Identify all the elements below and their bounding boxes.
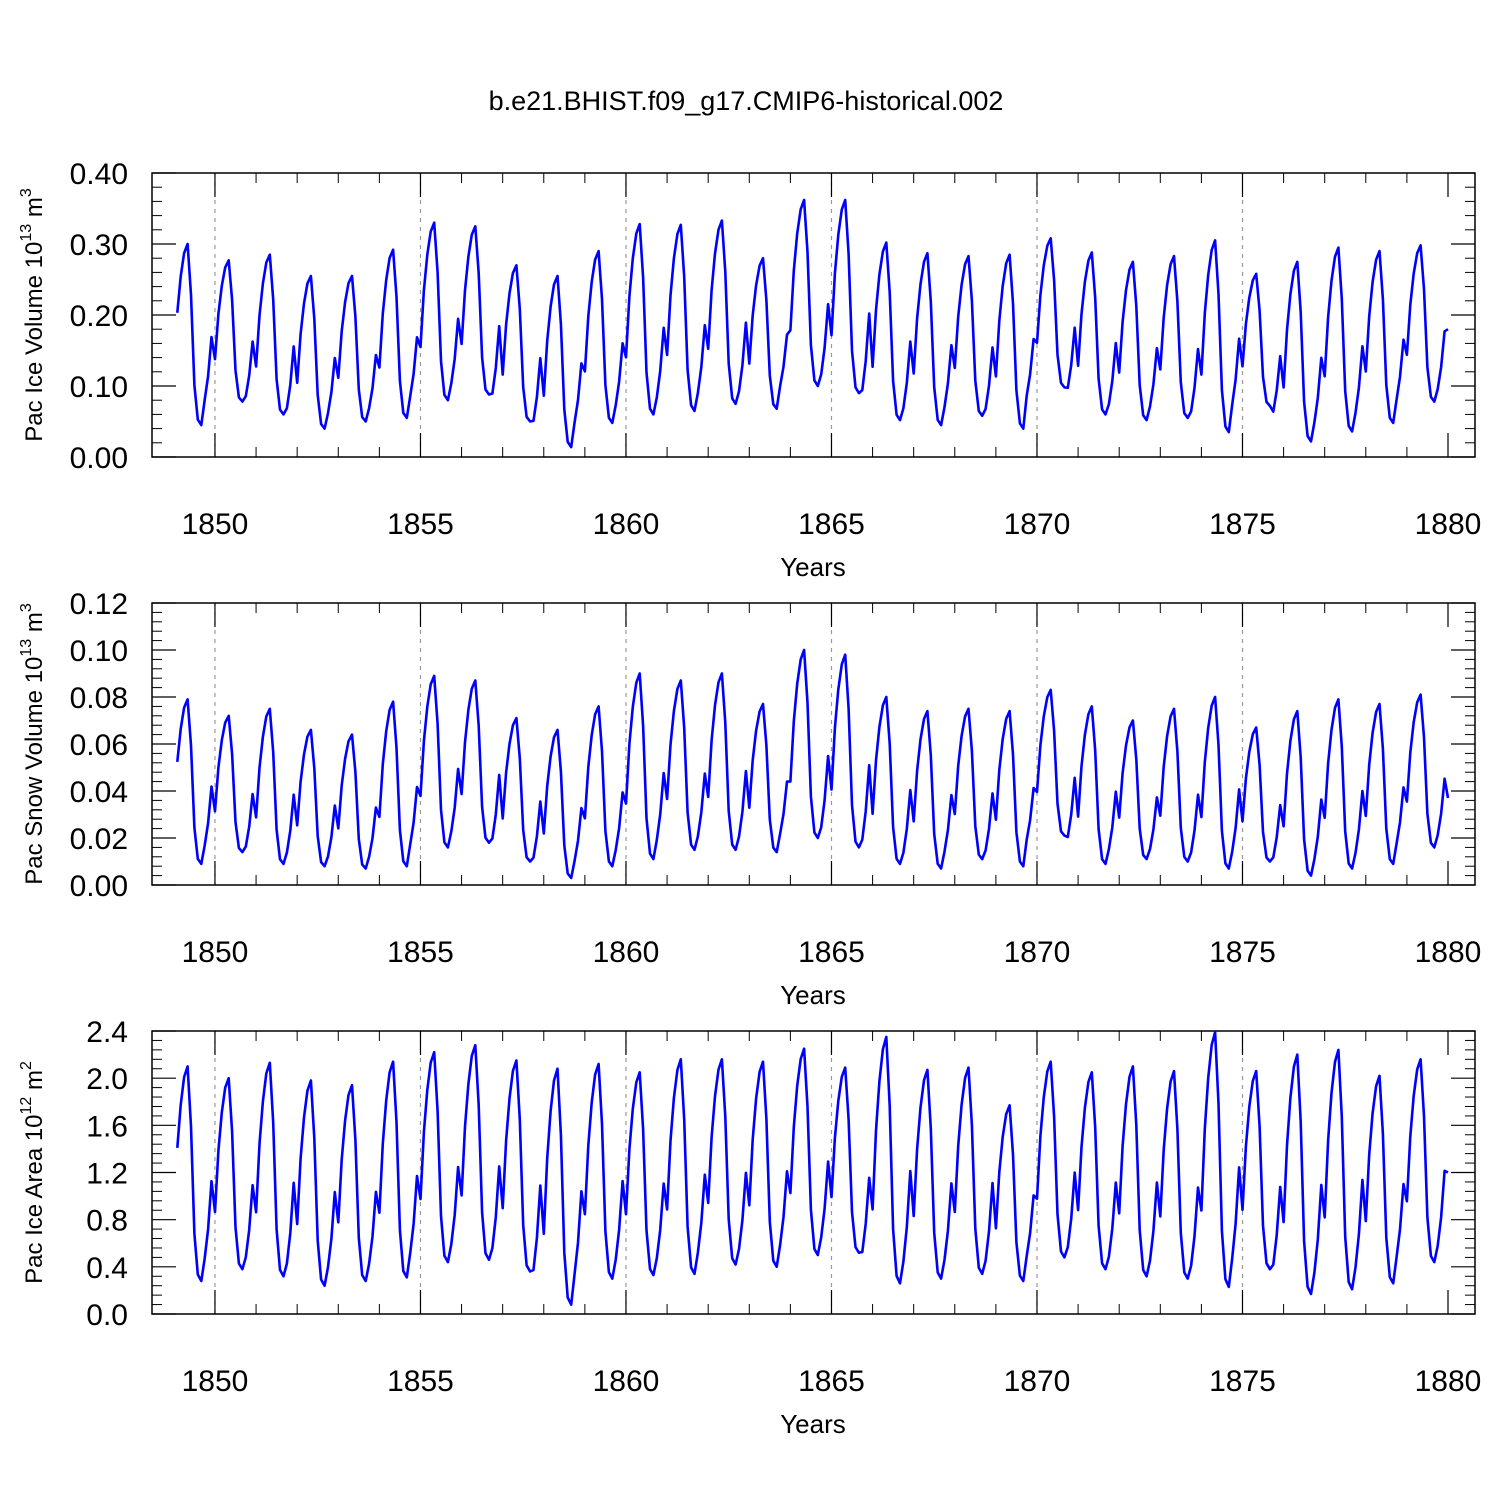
y-tick-label: 2.0 xyxy=(86,1063,128,1096)
y-label-power: 3 xyxy=(18,603,35,612)
x-axis-label: Years xyxy=(780,980,846,1010)
series-line xyxy=(176,198,1449,449)
x-tick-label: 1865 xyxy=(798,1365,865,1398)
y-tick-label: 0.20 xyxy=(70,300,128,333)
plot-frame xyxy=(151,172,1476,458)
x-tick-label: 1870 xyxy=(1004,508,1071,541)
y-tick-label: 1.6 xyxy=(86,1110,128,1143)
y-label-unit: m xyxy=(21,197,48,224)
x-axis-label: Years xyxy=(780,1409,846,1439)
y-tick-label: 0.00 xyxy=(70,442,128,475)
y-label-text: Pac Ice Area 10 xyxy=(21,1114,48,1283)
x-tick-label: 1855 xyxy=(387,1365,454,1398)
y-label-unit: m xyxy=(21,1070,48,1097)
series-line xyxy=(176,648,1450,880)
panel-ice-volume: 0.00 0.10 0.20 0.30 0.40 1850 1855 1860 1865 1870… xyxy=(18,158,1481,582)
x-tick-label: 1855 xyxy=(387,936,454,969)
panel-ice-area: 0.0 0.4 0.8 1.2 1.6 2.0 2.4 1850 1855 1860 1865 187… xyxy=(18,1016,1481,1439)
y-tick-label: 0.10 xyxy=(70,371,128,404)
x-tick-label: 1865 xyxy=(798,936,865,969)
x-tick-label: 1850 xyxy=(182,508,249,541)
y-tick-label: 0.02 xyxy=(70,823,128,856)
y-tick-label: 0.40 xyxy=(70,158,128,191)
x-tick-label: 1870 xyxy=(1004,1365,1071,1398)
y-label-exponent: 12 xyxy=(18,1097,35,1115)
y-label-exponent: 13 xyxy=(18,639,35,657)
panel-snow-volume: 0.00 0.02 0.04 0.06 0.08 0.10 0.12 1850 1855 1860… xyxy=(18,588,1481,1010)
plot-frame xyxy=(151,602,1476,886)
x-tick-label: 1860 xyxy=(593,508,660,541)
y-tick-label: 0.0 xyxy=(86,1299,128,1332)
y-label-power: 3 xyxy=(18,188,35,197)
y-tick-label: 0.8 xyxy=(86,1205,128,1238)
y-tick-label: 2.4 xyxy=(86,1016,128,1049)
x-tick-label: 1880 xyxy=(1415,936,1482,969)
y-label-text: Pac Ice Volume 10 xyxy=(21,242,48,442)
y-tick-label: 0.08 xyxy=(70,682,128,715)
y-axis-label: Pac Ice Area 1012 m2 xyxy=(18,1061,48,1284)
x-tick-label: 1865 xyxy=(798,508,865,541)
y-axis-label: Pac Ice Volume 1013 m3 xyxy=(18,188,48,442)
x-tick-label: 1870 xyxy=(1004,936,1071,969)
y-label-power: 2 xyxy=(18,1061,35,1070)
plot-frame xyxy=(151,1030,1476,1315)
y-tick-label: 1.2 xyxy=(86,1158,128,1191)
series-line xyxy=(176,1030,1449,1306)
x-tick-label: 1880 xyxy=(1415,1365,1482,1398)
x-tick-label: 1880 xyxy=(1415,508,1482,541)
y-label-exponent: 13 xyxy=(18,224,35,242)
x-axis-label: Years xyxy=(780,552,846,582)
y-tick-label: 0.12 xyxy=(70,588,128,621)
y-tick-label: 0.06 xyxy=(70,729,128,762)
y-label-unit: m xyxy=(21,612,48,639)
chart-title: b.e21.BHIST.f09_g17.CMIP6-historical.002 xyxy=(489,86,1004,116)
y-tick-label: 0.04 xyxy=(70,776,128,809)
y-axis-label: Pac Snow Volume 1013 m3 xyxy=(18,603,48,885)
x-tick-label: 1875 xyxy=(1209,1365,1276,1398)
x-tick-label: 1875 xyxy=(1209,508,1276,541)
x-tick-label: 1850 xyxy=(182,1365,249,1398)
x-tick-label: 1850 xyxy=(182,936,249,969)
y-label-text: Pac Snow Volume 10 xyxy=(21,657,48,885)
x-tick-label: 1875 xyxy=(1209,936,1276,969)
x-tick-label: 1855 xyxy=(387,508,454,541)
y-tick-label: 0.4 xyxy=(86,1252,128,1285)
y-tick-label: 0.10 xyxy=(70,635,128,668)
y-tick-label: 0.00 xyxy=(70,870,128,903)
y-tick-label: 0.30 xyxy=(70,229,128,262)
x-tick-label: 1860 xyxy=(593,936,660,969)
x-tick-label: 1860 xyxy=(593,1365,660,1398)
